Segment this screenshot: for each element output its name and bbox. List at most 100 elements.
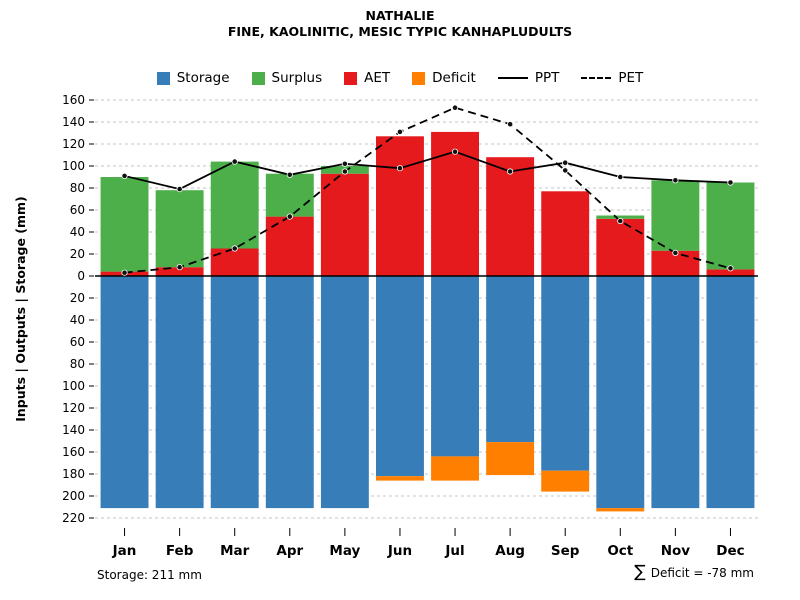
bar-aet bbox=[375, 136, 424, 276]
bar-aet bbox=[155, 267, 204, 276]
y-tick-label: 180 bbox=[62, 467, 85, 481]
ppt-line bbox=[124, 150, 731, 191]
bar-storage bbox=[486, 276, 535, 443]
pet-point bbox=[176, 264, 183, 271]
ppt-point bbox=[286, 171, 293, 178]
ppt-point bbox=[451, 148, 459, 155]
chart-subtitle: FINE, KAOLINITIC, MESIC TYPIC KANHAPLUDU… bbox=[227, 24, 573, 39]
ppt-point bbox=[672, 177, 679, 184]
legend-label: PPT bbox=[534, 70, 560, 86]
legend-item-aet: AET bbox=[344, 70, 390, 86]
summation-symbol: ∑ bbox=[634, 562, 646, 582]
x-tick-label: Aug bbox=[495, 543, 525, 559]
pet-point bbox=[286, 213, 293, 220]
x-tick-label: Dec bbox=[716, 543, 744, 559]
pet-line-sample-icon bbox=[581, 77, 612, 79]
y-tick-label: 80 bbox=[70, 181, 85, 195]
x-tick-label: Jun bbox=[387, 543, 412, 559]
x-tick-label: Jul bbox=[444, 543, 464, 559]
bar-aet bbox=[596, 218, 645, 276]
pet-point bbox=[562, 167, 569, 174]
bar-aet bbox=[541, 191, 590, 276]
y-tick-label: 160 bbox=[62, 93, 85, 107]
bar-aet bbox=[320, 173, 369, 276]
deficit-swatch-icon bbox=[412, 71, 426, 85]
legend-label: Storage bbox=[176, 70, 230, 86]
y-tick-label: 100 bbox=[62, 379, 85, 393]
y-axis-label: Inputs | Outputs | Storage (mm) bbox=[13, 196, 28, 422]
pet-point bbox=[451, 104, 459, 111]
bar-aet bbox=[486, 157, 535, 276]
y-tick-label: 40 bbox=[70, 313, 85, 327]
bar-storage bbox=[431, 276, 480, 457]
x-tick-label: Sep bbox=[551, 543, 580, 559]
pet-point bbox=[341, 168, 348, 175]
bar-storage bbox=[375, 276, 424, 477]
legend: Storage Surplus AET Deficit PPT PET bbox=[0, 70, 800, 86]
y-tick-label: 120 bbox=[62, 401, 85, 415]
ppt-point bbox=[121, 172, 128, 179]
y-tick-label: 100 bbox=[62, 159, 85, 173]
bar-deficit bbox=[596, 508, 645, 512]
ppt-point bbox=[507, 168, 514, 175]
y-tick-label: 20 bbox=[70, 247, 85, 261]
bar-surplus bbox=[706, 182, 755, 270]
bar-storage bbox=[210, 276, 259, 509]
bar-storage bbox=[320, 276, 369, 509]
y-tick-label: 60 bbox=[70, 335, 85, 349]
legend-item-storage: Storage bbox=[156, 70, 230, 86]
x-tick-label: Oct bbox=[607, 543, 633, 559]
legend-label: PET bbox=[618, 70, 644, 86]
deficit-note: Deficit = -78 mm bbox=[650, 565, 754, 580]
bar-deficit bbox=[486, 442, 535, 476]
y-tick-label: 40 bbox=[70, 225, 85, 239]
x-tick-label: Jan bbox=[112, 543, 137, 559]
pet-point bbox=[121, 269, 128, 276]
bar-surplus bbox=[651, 180, 700, 251]
y-tick-label: 200 bbox=[62, 489, 85, 503]
bar-deficit bbox=[375, 476, 424, 481]
ppt-point bbox=[231, 158, 238, 165]
bar-surplus bbox=[210, 161, 259, 249]
y-tick-label: 80 bbox=[70, 357, 85, 371]
legend-item-deficit: Deficit bbox=[412, 70, 476, 86]
bar-aet bbox=[210, 248, 259, 276]
storage-swatch-icon bbox=[156, 71, 170, 85]
ppt-line-sample-icon bbox=[497, 77, 528, 79]
storage-note: Storage: 211 mm bbox=[97, 568, 202, 582]
x-tick-label: Nov bbox=[661, 543, 691, 559]
x-tick-label: May bbox=[329, 543, 360, 559]
y-tick-label: 60 bbox=[70, 203, 85, 217]
bar-surplus bbox=[265, 173, 314, 217]
pet-point bbox=[617, 217, 624, 225]
bar-deficit bbox=[431, 456, 480, 481]
x-tick-label: Apr bbox=[276, 543, 303, 559]
x-tick-label: Mar bbox=[220, 543, 250, 559]
pet-point bbox=[231, 245, 238, 252]
surplus-swatch-icon bbox=[251, 71, 265, 85]
bar-storage bbox=[155, 276, 204, 509]
y-tick-label: 140 bbox=[62, 423, 85, 437]
bar-storage bbox=[651, 276, 700, 509]
ppt-point bbox=[617, 173, 624, 181]
y-tick-label: 20 bbox=[70, 291, 85, 305]
y-tick-label: 0 bbox=[77, 269, 85, 283]
ppt-point bbox=[176, 186, 183, 193]
pet-point bbox=[672, 249, 679, 256]
bar-storage bbox=[265, 276, 314, 509]
ppt-point bbox=[562, 159, 569, 166]
ppt-point bbox=[727, 179, 734, 186]
legend-item-ppt: PPT bbox=[497, 70, 560, 86]
legend-item-surplus: Surplus bbox=[251, 70, 322, 86]
y-tick-label: 220 bbox=[62, 511, 85, 525]
deficit-summary: ∑ Deficit = -78 mm bbox=[634, 564, 754, 581]
pet-point bbox=[396, 128, 404, 135]
y-tick-label: 140 bbox=[62, 115, 85, 129]
pet-point bbox=[507, 121, 514, 128]
legend-label: AET bbox=[364, 70, 391, 86]
bar-storage bbox=[541, 276, 590, 471]
bar-surplus bbox=[155, 190, 204, 268]
y-tick-label: 160 bbox=[62, 445, 85, 459]
